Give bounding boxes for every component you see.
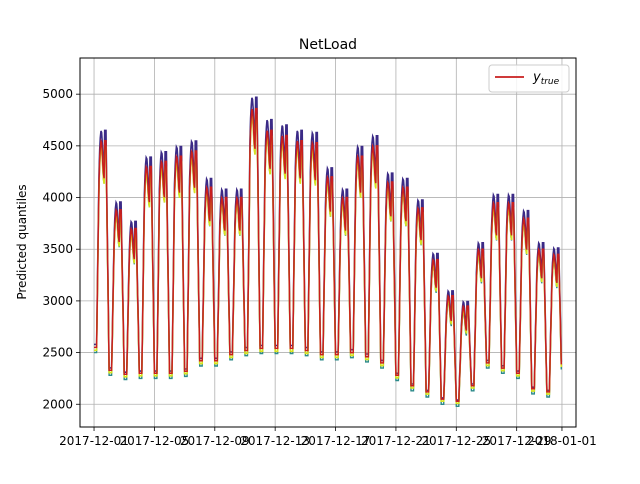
x-tick-label: 2018-01-01: [527, 434, 597, 448]
y-tick-label: 4000: [42, 191, 73, 205]
y-tick-label: 5000: [42, 87, 73, 101]
legend-entry-y-true: ytrue: [532, 70, 560, 87]
x-tick-label: 2017-12-25: [421, 434, 491, 448]
x-tick-label: 2017-12-17: [301, 434, 371, 448]
x-tick-label: 2017-12-09: [180, 434, 250, 448]
y-axis-label: Predicted quantiles: [15, 184, 29, 299]
y-tick-label: 3000: [42, 294, 73, 308]
x-tick-label: 2017-12-01: [59, 434, 129, 448]
legend-label-sub: true: [541, 77, 560, 87]
y-tick-label: 4500: [42, 139, 73, 153]
x-tick-label: 2017-12-21: [361, 434, 431, 448]
legend: ytrue: [488, 64, 570, 93]
series-y-true: [94, 107, 563, 402]
y-tick-label: 3500: [42, 242, 73, 256]
plot-frame: [79, 57, 577, 428]
chart-title: NetLoad: [299, 37, 357, 53]
legend-box: [488, 64, 570, 93]
x-axis: 2017-12-012017-12-052017-12-092017-12-13…: [59, 427, 597, 448]
x-tick-label: 2017-12-13: [240, 434, 310, 448]
legend-label-main: y: [532, 70, 541, 85]
x-tick-label: 2017-12-05: [120, 434, 190, 448]
y-tick-label: 2500: [42, 346, 73, 360]
series-line-y-true: [94, 107, 563, 402]
y-tick-label: 2000: [42, 397, 73, 411]
x-tick-label: 2017-12-29: [482, 434, 552, 448]
y-axis: 2000 2500 3000 3500 4000 4500 5000: [42, 87, 80, 411]
